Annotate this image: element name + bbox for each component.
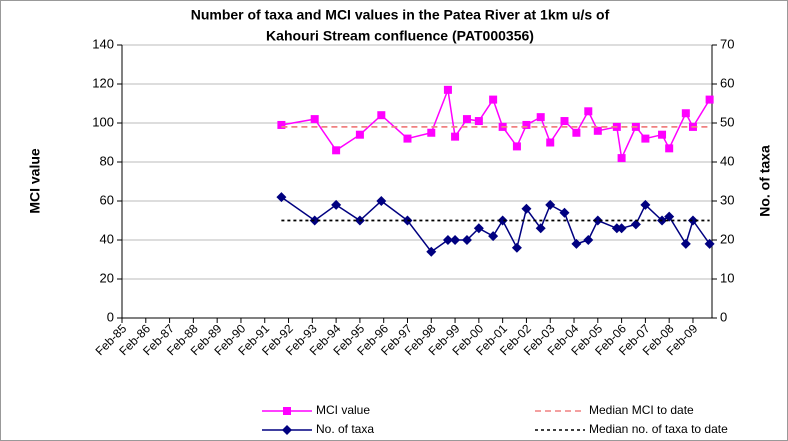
y2-tick-label: 50 xyxy=(720,114,734,129)
marker xyxy=(443,85,452,94)
y2-tick-label: 20 xyxy=(720,231,734,246)
marker xyxy=(488,231,499,242)
legend-label: MCI value xyxy=(316,403,370,417)
marker xyxy=(511,242,522,253)
marker xyxy=(617,154,626,163)
marker xyxy=(450,235,461,245)
marker xyxy=(560,117,569,126)
marker xyxy=(681,109,690,118)
marker xyxy=(665,144,674,153)
marker xyxy=(546,138,555,147)
marker xyxy=(376,196,387,206)
marker xyxy=(276,192,287,203)
y-tick-label: 0 xyxy=(107,309,114,324)
marker xyxy=(705,95,714,104)
marker xyxy=(616,223,627,234)
marker xyxy=(680,238,691,249)
marker xyxy=(640,199,651,210)
chart-title: Kahouri Stream confluence (PAT000356) xyxy=(266,28,534,44)
y2-tick-label: 30 xyxy=(720,192,734,207)
marker xyxy=(462,115,471,124)
marker xyxy=(403,134,412,143)
marker xyxy=(474,117,483,126)
y2-tick-label: 0 xyxy=(720,309,727,324)
marker xyxy=(559,207,570,218)
marker xyxy=(536,113,545,122)
legend-label: No. of taxa xyxy=(316,422,374,436)
y-axis-title: MCI value xyxy=(27,148,43,214)
marker xyxy=(535,223,546,234)
marker xyxy=(664,211,675,222)
marker xyxy=(545,199,556,210)
marker xyxy=(451,132,460,141)
marker xyxy=(309,215,320,226)
marker xyxy=(442,235,453,245)
chart-title: Number of taxa and MCI values in the Pat… xyxy=(191,7,610,23)
marker xyxy=(461,235,472,245)
marker xyxy=(658,130,667,139)
y2-tick-label: 40 xyxy=(720,153,734,168)
marker xyxy=(497,215,508,226)
marker xyxy=(331,199,342,210)
y2-tick-label: 70 xyxy=(720,36,734,51)
marker xyxy=(593,126,602,135)
marker xyxy=(473,223,484,234)
y2-tick-label: 60 xyxy=(720,75,734,90)
series-line xyxy=(280,196,711,253)
marker xyxy=(572,128,581,137)
legend-marker xyxy=(282,425,292,435)
legend-marker xyxy=(283,407,291,415)
marker xyxy=(310,115,319,124)
marker xyxy=(583,235,594,245)
y-tick-label: 80 xyxy=(100,153,114,168)
legend-label: Median MCI to date xyxy=(589,403,694,417)
marker xyxy=(522,120,531,129)
y-tick-label: 60 xyxy=(100,192,114,207)
y2-tick-label: 10 xyxy=(720,270,734,285)
marker xyxy=(512,142,521,151)
marker xyxy=(521,203,532,214)
y2-axis-title: No. of taxa xyxy=(757,145,773,217)
marker xyxy=(584,107,593,116)
marker xyxy=(641,134,650,143)
legend-label: Median no. of taxa to date xyxy=(589,422,728,436)
marker xyxy=(571,238,582,249)
y-tick-label: 140 xyxy=(92,36,114,51)
y-tick-label: 100 xyxy=(92,114,114,129)
marker xyxy=(277,120,286,129)
marker xyxy=(687,215,698,226)
y-tick-label: 20 xyxy=(100,270,114,285)
marker xyxy=(630,219,641,230)
marker xyxy=(427,128,436,137)
marker xyxy=(377,111,386,120)
marker xyxy=(426,246,437,257)
marker xyxy=(355,130,364,139)
marker xyxy=(704,238,715,249)
marker xyxy=(489,95,498,104)
y-tick-label: 40 xyxy=(100,231,114,246)
y-tick-label: 120 xyxy=(92,75,114,90)
marker xyxy=(332,146,341,155)
marker xyxy=(592,215,603,226)
